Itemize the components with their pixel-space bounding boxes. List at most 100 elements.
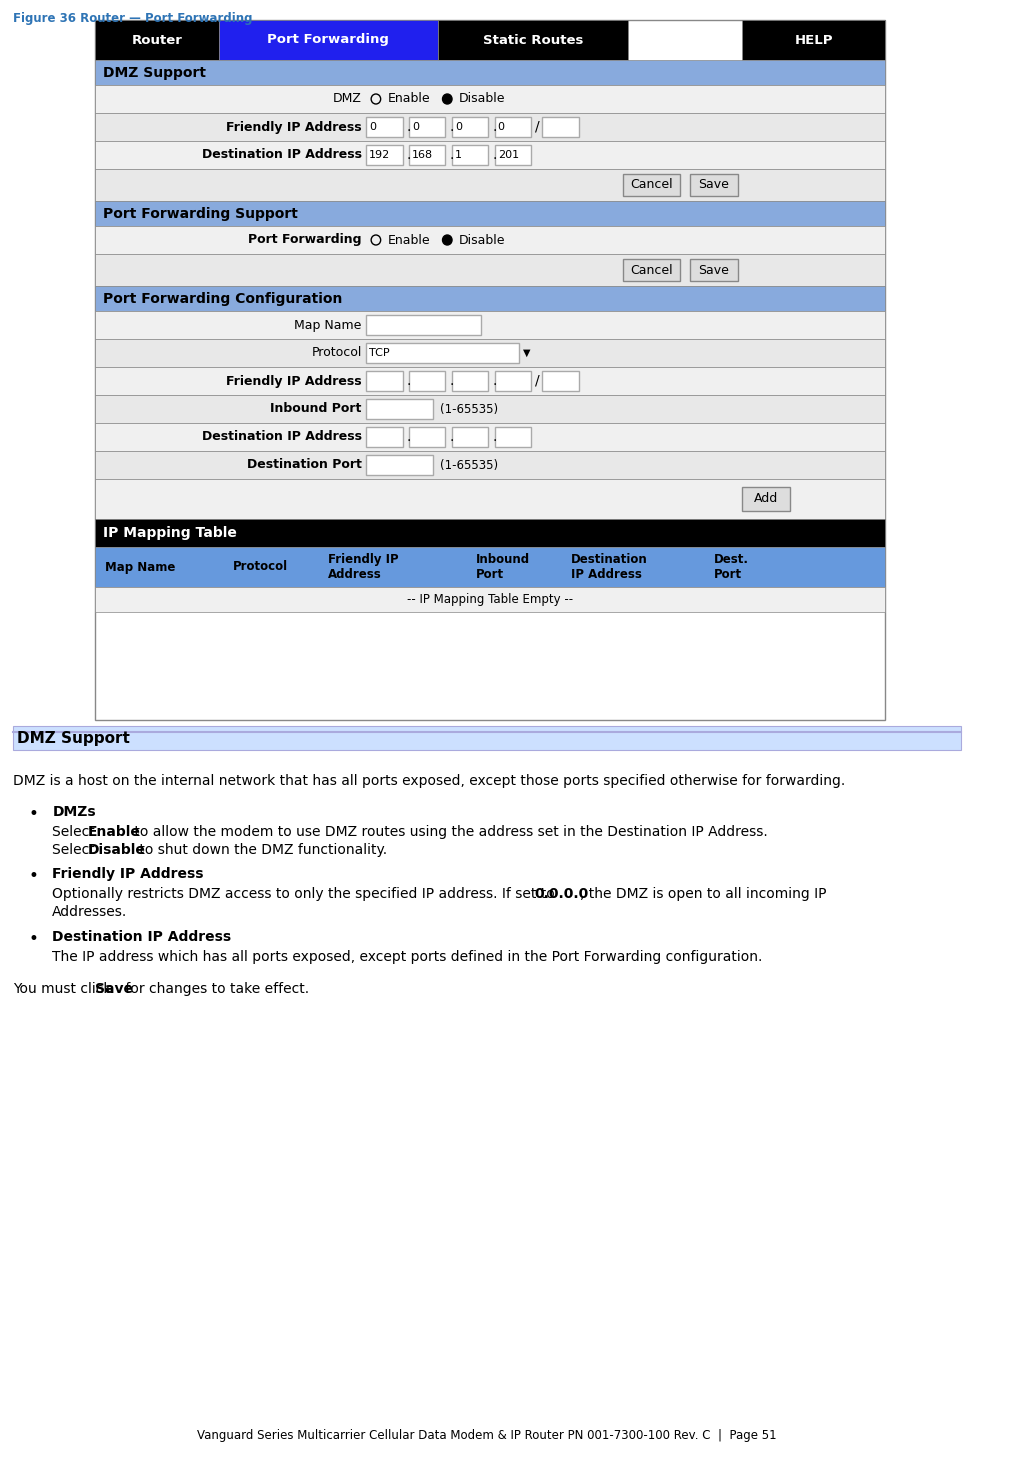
- Bar: [367, 343, 518, 364]
- Text: , the DMZ is open to all incoming IP: , the DMZ is open to all incoming IP: [580, 888, 826, 901]
- Text: Port Forwarding Configuration: Port Forwarding Configuration: [102, 292, 342, 307]
- Text: .: .: [492, 147, 497, 162]
- Bar: [95, 20, 885, 720]
- Text: Inbound Port: Inbound Port: [270, 403, 361, 416]
- Bar: [410, 426, 445, 447]
- Text: Map Name: Map Name: [104, 561, 175, 574]
- Bar: [95, 254, 885, 286]
- Bar: [367, 456, 433, 474]
- Text: •: •: [29, 867, 39, 885]
- Bar: [495, 371, 531, 391]
- Bar: [219, 20, 438, 60]
- Text: Enable: Enable: [387, 234, 430, 247]
- Text: /: /: [535, 374, 540, 388]
- Bar: [495, 426, 531, 447]
- Bar: [95, 201, 885, 226]
- Bar: [367, 371, 402, 391]
- Text: Select: Select: [52, 825, 99, 840]
- Text: Cancel: Cancel: [631, 263, 673, 276]
- Text: (1-65535): (1-65535): [439, 403, 498, 416]
- Bar: [742, 488, 790, 511]
- Text: Friendly IP Address: Friendly IP Address: [226, 375, 361, 387]
- Text: to shut down the DMZ functionality.: to shut down the DMZ functionality.: [135, 842, 387, 857]
- Text: Vanguard Series Multicarrier Cellular Data Modem & IP Router PN 001-7300-100 Rev: Vanguard Series Multicarrier Cellular Da…: [198, 1429, 777, 1442]
- Text: Cancel: Cancel: [631, 178, 673, 191]
- Text: Port Forwarding: Port Forwarding: [267, 34, 389, 47]
- Text: 192: 192: [370, 150, 390, 161]
- Text: Destination IP Address: Destination IP Address: [52, 930, 231, 945]
- Bar: [95, 142, 885, 169]
- Bar: [95, 85, 885, 112]
- Text: DMZ is a host on the internal network that has all ports exposed, except those p: DMZ is a host on the internal network th…: [13, 774, 846, 788]
- Text: Inbound
Port: Inbound Port: [476, 553, 530, 581]
- Bar: [410, 145, 445, 165]
- Text: Static Routes: Static Routes: [482, 34, 583, 47]
- Bar: [438, 20, 628, 60]
- Text: Enable: Enable: [88, 825, 140, 840]
- Text: for changes to take effect.: for changes to take effect.: [121, 983, 309, 996]
- Text: .: .: [492, 431, 497, 444]
- Text: .: .: [450, 120, 454, 134]
- Bar: [452, 117, 488, 137]
- Text: Port Forwarding: Port Forwarding: [248, 234, 361, 247]
- Text: DMZs: DMZs: [52, 804, 96, 819]
- Text: Destination IP Address: Destination IP Address: [202, 149, 361, 162]
- Text: Disable: Disable: [459, 234, 505, 247]
- Text: Destination IP Address: Destination IP Address: [202, 431, 361, 444]
- Text: .: .: [450, 147, 454, 162]
- Bar: [95, 339, 885, 366]
- Bar: [367, 426, 402, 447]
- Text: .: .: [450, 374, 454, 388]
- Bar: [742, 20, 885, 60]
- Text: ▼: ▼: [523, 347, 530, 358]
- Text: .: .: [450, 431, 454, 444]
- Text: The IP address which has all ports exposed, except ports defined in the Port For: The IP address which has all ports expos…: [52, 950, 763, 964]
- Text: -- IP Mapping Table Empty --: -- IP Mapping Table Empty --: [408, 594, 573, 606]
- Bar: [95, 396, 885, 423]
- Bar: [367, 315, 480, 334]
- Bar: [95, 548, 885, 587]
- Text: Friendly IP
Address: Friendly IP Address: [329, 553, 399, 581]
- Text: .: .: [407, 120, 411, 134]
- Text: Router: Router: [132, 34, 182, 47]
- Bar: [95, 451, 885, 479]
- Bar: [95, 60, 885, 85]
- Bar: [367, 145, 402, 165]
- Text: IP Mapping Table: IP Mapping Table: [102, 526, 237, 540]
- Text: Enable: Enable: [387, 92, 430, 105]
- Bar: [95, 169, 885, 201]
- Text: Figure 36 Router — Port Forwarding: Figure 36 Router — Port Forwarding: [13, 12, 253, 25]
- Bar: [690, 258, 737, 280]
- Bar: [452, 145, 488, 165]
- Text: DMZ Support: DMZ Support: [102, 66, 206, 80]
- Text: 0: 0: [412, 123, 419, 131]
- Text: Save: Save: [698, 263, 729, 276]
- Text: Disable: Disable: [459, 92, 505, 105]
- Text: Destination Port: Destination Port: [247, 458, 361, 472]
- Text: 0: 0: [498, 123, 505, 131]
- Bar: [410, 117, 445, 137]
- Text: 0: 0: [370, 123, 376, 131]
- Bar: [95, 423, 885, 451]
- Bar: [543, 371, 579, 391]
- Text: 201: 201: [498, 150, 519, 161]
- Bar: [95, 112, 885, 142]
- Text: Port Forwarding Support: Port Forwarding Support: [102, 207, 298, 220]
- Bar: [95, 20, 219, 60]
- Bar: [543, 117, 579, 137]
- Bar: [13, 726, 962, 750]
- Text: .: .: [407, 374, 411, 388]
- Bar: [624, 174, 680, 196]
- Text: DMZ: DMZ: [333, 92, 361, 105]
- Text: TCP: TCP: [370, 347, 390, 358]
- Text: 0: 0: [455, 123, 462, 131]
- Bar: [690, 174, 737, 196]
- Text: 168: 168: [412, 150, 433, 161]
- Text: Select: Select: [52, 842, 99, 857]
- Text: Protocol: Protocol: [311, 346, 361, 359]
- Bar: [95, 311, 885, 339]
- Bar: [95, 587, 885, 612]
- Text: You must click: You must click: [13, 983, 116, 996]
- Text: /: /: [535, 120, 540, 134]
- Text: (1-65535): (1-65535): [439, 458, 498, 472]
